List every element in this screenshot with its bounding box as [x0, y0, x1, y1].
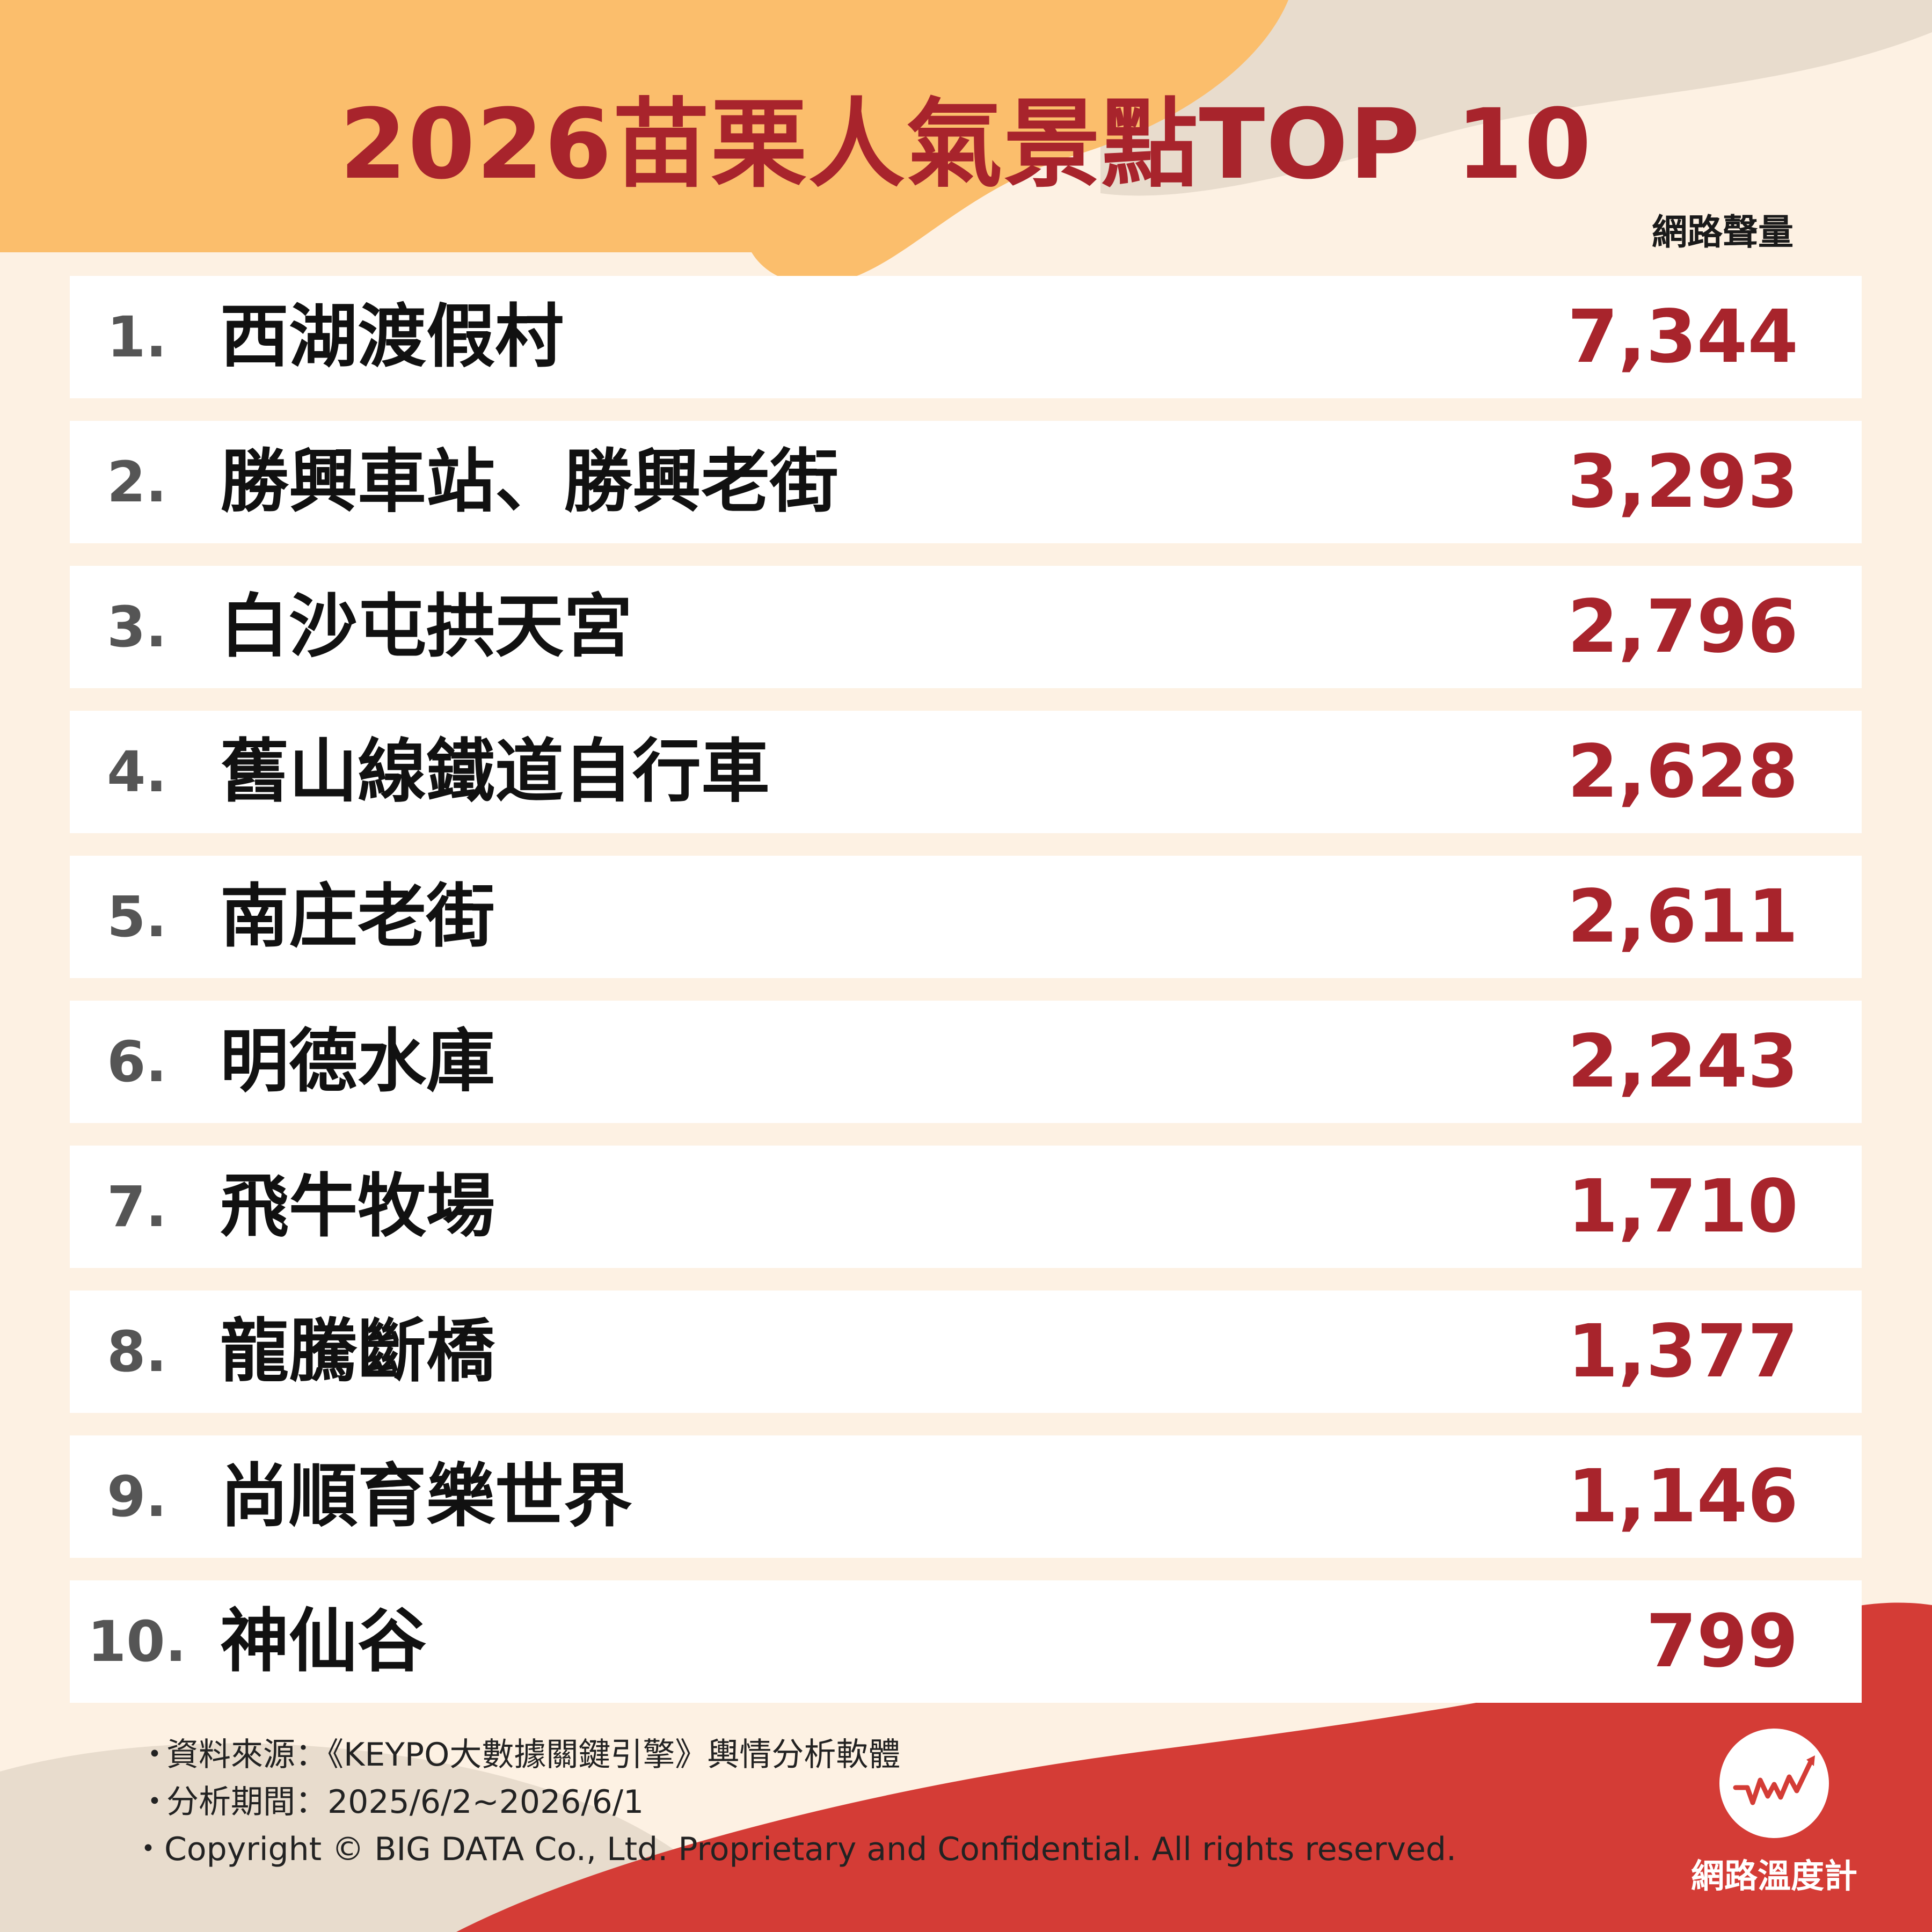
page-title: 2026苗栗人氣景點TOP 10 [339, 89, 1593, 201]
table-row: 3. 白沙屯拱天宮 2,796 [70, 566, 1862, 688]
attraction-name: 尚順育樂世界 [220, 1456, 633, 1536]
attraction-name: 明德水庫 [220, 1022, 495, 1102]
attraction-name: 飛牛牧場 [220, 1167, 495, 1246]
table-row: 5. 南庄老街 2,611 [70, 856, 1862, 978]
table-row: 2. 勝興車站、勝興老街 3,293 [70, 421, 1862, 543]
rank-label: 3. [107, 594, 167, 660]
table-row: 4. 舊山線鐵道自行車 2,628 [70, 711, 1862, 833]
rank-label: 5. [107, 884, 167, 950]
attraction-name: 西湖渡假村 [220, 297, 564, 377]
table-row: 10. 神仙谷 799 [70, 1580, 1862, 1703]
rank-label: 2. [107, 449, 167, 515]
rank-label: 10. [87, 1609, 187, 1674]
table-row: 1. 西湖渡假村 7,344 [70, 276, 1862, 398]
table-row: 9. 尚順育樂世界 1,146 [70, 1435, 1862, 1558]
logo-text: 網路溫度計 [1690, 1856, 1857, 1895]
period-note: ・分析期間：2025/6/2~2026/6/1 [138, 1778, 1456, 1826]
period-text: 分析期間：2025/6/2~2026/6/1 [166, 1783, 644, 1821]
table-row: 7. 飛牛牧場 1,710 [70, 1146, 1862, 1268]
attraction-name: 白沙屯拱天宮 [220, 587, 633, 667]
attraction-name: 舊山線鐵道自行車 [220, 732, 770, 812]
rank-label: 7. [107, 1174, 167, 1240]
line-trend-icon [1733, 1755, 1815, 1805]
source-text: 資料來源：《KEYPO大數據關鍵引擎》輿情分析軟體 [166, 1736, 901, 1774]
volume-value: 2,611 [1567, 874, 1798, 959]
rank-label: 4. [107, 739, 167, 805]
logo-circle [1719, 1729, 1829, 1838]
attraction-name: 龍騰斷橋 [220, 1311, 495, 1391]
rank-label: 8. [107, 1319, 167, 1384]
rank-label: 6. [107, 1029, 167, 1095]
rank-label: 1. [107, 304, 167, 370]
volume-value: 1,710 [1567, 1164, 1798, 1249]
volume-value: 1,146 [1567, 1454, 1798, 1539]
volume-value: 1,377 [1567, 1309, 1798, 1394]
source-note: ・資料來源：《KEYPO大數據關鍵引擎》輿情分析軟體 [138, 1731, 1456, 1778]
table-row: 6. 明德水庫 2,243 [70, 1001, 1862, 1123]
footer-notes: ・資料來源：《KEYPO大數據關鍵引擎》輿情分析軟體 ・分析期間：2025/6/… [132, 1731, 1456, 1873]
volume-value: 7,344 [1567, 295, 1798, 380]
bullet: ・ [138, 1783, 171, 1821]
volume-value: 799 [1646, 1599, 1798, 1684]
rank-label: 9. [107, 1464, 167, 1529]
attraction-name: 勝興車站、勝興老街 [220, 442, 839, 522]
volume-value: 2,796 [1567, 585, 1798, 669]
attraction-name: 神仙谷 [220, 1601, 427, 1681]
copyright-note: ・Copyright © BIG DATA Co., Ltd. Propriet… [132, 1831, 1457, 1868]
ranking-table: 1. 西湖渡假村 7,344 2. 勝興車站、勝興老街 3,293 3. 白沙屯… [70, 276, 1862, 1725]
table-row: 8. 龍騰斷橋 1,377 [70, 1291, 1862, 1413]
bullet: ・ [138, 1736, 171, 1774]
volume-value: 2,628 [1567, 730, 1798, 814]
volume-value: 2,243 [1567, 1019, 1798, 1104]
column-header-volume: 網路聲量 [1652, 212, 1794, 253]
attraction-name: 南庄老街 [220, 877, 495, 957]
brand-logo: 網路溫度計 [1678, 1729, 1871, 1897]
volume-value: 3,293 [1567, 440, 1798, 524]
